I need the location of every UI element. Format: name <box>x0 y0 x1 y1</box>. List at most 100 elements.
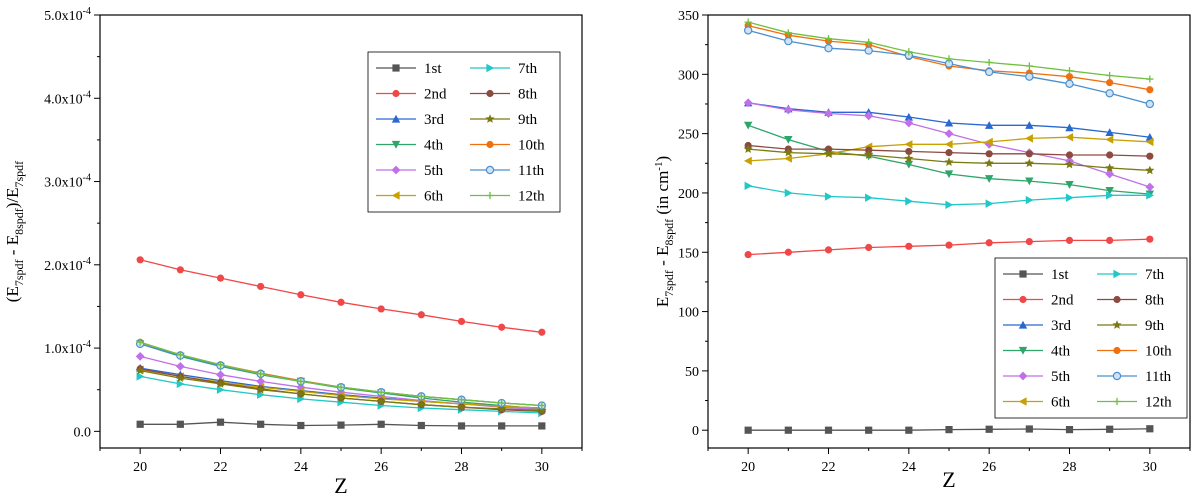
y-tick-label: 5.0x10-4 <box>44 6 91 24</box>
data-point-9th <box>175 373 185 382</box>
data-point-7th <box>1025 195 1034 205</box>
series-12th <box>136 338 546 410</box>
data-point-1st <box>457 422 466 430</box>
series-7th <box>744 181 1155 210</box>
data-point-6th <box>1025 134 1033 143</box>
data-point-4th <box>784 135 793 144</box>
data-point-9th <box>537 405 547 415</box>
legend-item-3rd: 3rd <box>1003 318 1071 334</box>
legend-item-7th: 7th <box>1097 267 1165 283</box>
data-point-3rd <box>1105 128 1114 137</box>
y-axis-title: (E7spdf - E8spdf)/E7spdf <box>3 161 26 302</box>
data-point-12th <box>297 377 305 385</box>
data-point-4th <box>1025 177 1034 186</box>
data-point-2nd <box>744 251 752 259</box>
y-tick-label: 100 <box>678 306 699 321</box>
data-point-9th <box>256 384 266 394</box>
data-point-1st <box>905 426 913 434</box>
data-point-3rd <box>944 118 954 127</box>
data-point-9th <box>1024 158 1034 168</box>
data-point-8th <box>985 150 993 158</box>
x-axis-title: Z <box>942 467 955 492</box>
series-2nd <box>744 235 1154 259</box>
data-point-2nd <box>216 274 225 282</box>
data-point-9th <box>135 365 145 375</box>
legend-label: 12th <box>518 189 545 205</box>
data-point-1st <box>1025 425 1033 433</box>
legend-item-8th: 8th <box>1097 293 1165 309</box>
data-point-5th <box>944 129 954 139</box>
data-point-2nd <box>417 311 425 319</box>
data-point-6th <box>1065 132 1074 142</box>
legend-label: 8th <box>518 87 538 103</box>
data-point-7th <box>176 379 185 389</box>
data-point-1st <box>257 420 265 428</box>
data-point-1st <box>538 422 546 430</box>
data-point-12th <box>824 35 833 43</box>
data-point-9th <box>783 147 793 157</box>
x-tick-label: 20 <box>133 460 147 475</box>
data-point-1st <box>1106 425 1114 433</box>
data-point-5th <box>864 111 874 121</box>
data-point-2nd <box>257 282 265 291</box>
legend-item-4th: 4th <box>1003 344 1071 360</box>
legend-marker <box>392 89 400 98</box>
legend-item-4th: 4th <box>376 138 444 154</box>
legend-item-5th: 5th <box>1003 369 1071 385</box>
data-point-7th <box>744 181 753 191</box>
legend-label: 3rd <box>424 112 444 128</box>
series-1st <box>136 418 546 430</box>
legend-marker <box>1113 295 1121 304</box>
data-point-3rd <box>904 112 914 121</box>
legend-marker <box>1113 346 1121 355</box>
data-point-12th <box>985 58 993 67</box>
data-point-2nd <box>297 291 305 299</box>
data-point-5th <box>216 370 225 380</box>
chart-panel-1: 20 22 24 26 28 30 0.0 1.0x10-4 2.0x10-4 3.0x10-4 4… <box>3 6 583 498</box>
x-tick-label: 20 <box>741 460 755 475</box>
data-point-8th <box>1106 151 1114 159</box>
y-tick-label: 200 <box>678 187 699 202</box>
series-line-12th <box>748 21 1150 80</box>
data-point-12th <box>136 338 144 346</box>
data-point-2nd <box>824 246 833 254</box>
x-tick-label: 24 <box>902 460 916 475</box>
legend-marker <box>1019 295 1027 304</box>
data-point-4th <box>984 175 994 183</box>
legend-marker <box>392 64 400 72</box>
data-point-1st <box>136 420 144 428</box>
data-point-4th <box>1065 181 1074 189</box>
series-2nd <box>136 256 546 336</box>
series-8th <box>744 141 1154 160</box>
data-point-2nd <box>784 248 792 256</box>
data-point-9th <box>456 402 467 412</box>
legend-marker <box>391 191 400 200</box>
legend-item-8th: 8th <box>470 87 538 103</box>
data-point-1st <box>498 422 506 430</box>
y-tick-label: 0 <box>692 424 699 439</box>
legend-item-11th: 11th <box>470 163 545 179</box>
data-point-1st <box>417 421 425 430</box>
legend-label: 8th <box>1145 293 1165 309</box>
y-tick-label: 4.0x10-4 <box>44 89 91 107</box>
legend-item-9th: 9th <box>1097 318 1165 334</box>
data-point-12th <box>1025 62 1033 70</box>
legend-label: 4th <box>424 138 444 154</box>
data-point-1st <box>1146 425 1154 433</box>
legend-marker <box>1113 269 1122 279</box>
y-tick-label: 300 <box>678 68 699 83</box>
data-point-9th <box>416 399 426 409</box>
x-tick-label: 28 <box>455 460 469 475</box>
data-point-1st <box>985 425 993 433</box>
y-tick-label: 2.0x10-4 <box>44 256 91 274</box>
series-line-7th <box>748 185 1150 206</box>
legend: 1st 2nd 3rd 4th 5th 6th 7th 8th 9th 10th 11th 12th <box>994 257 1188 419</box>
data-point-4th <box>904 160 914 169</box>
data-point-9th <box>864 150 874 159</box>
legend-label: 10th <box>518 138 545 154</box>
data-point-6th <box>904 140 913 149</box>
data-point-7th <box>784 188 793 198</box>
legend-item-2nd: 2nd <box>1003 293 1074 309</box>
legend-marker <box>1112 320 1122 329</box>
legend-marker <box>486 63 495 73</box>
